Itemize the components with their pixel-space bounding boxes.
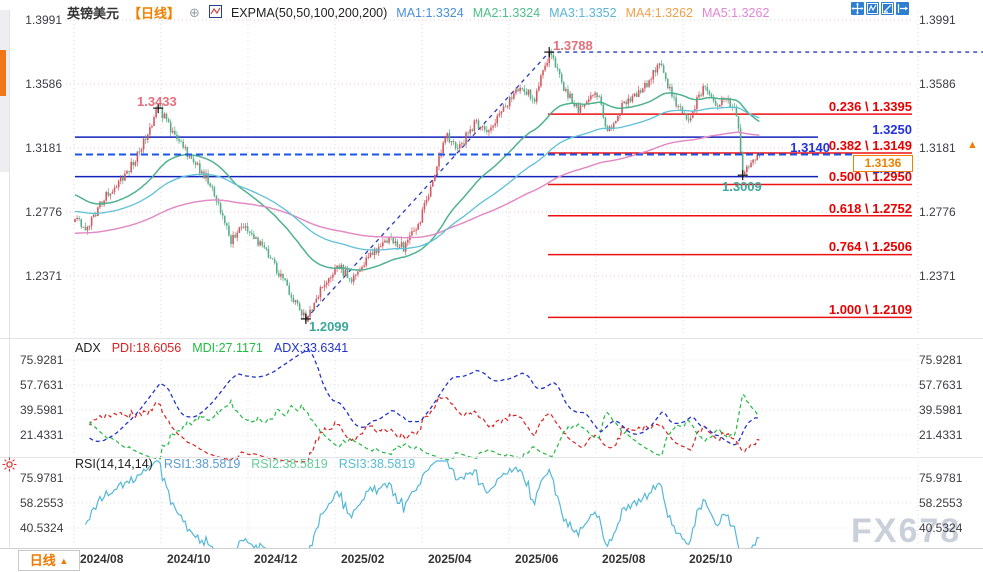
- chart-toolbar: [851, 2, 909, 15]
- price-tick-right: 1.2776: [919, 205, 956, 219]
- timeframe-tab[interactable]: 日线 ▲: [18, 550, 80, 571]
- adx-tick-left: 75.9281: [20, 353, 64, 367]
- adx-tick-left: 21.4331: [20, 428, 64, 442]
- price-tick-right: 1.2371: [919, 269, 956, 283]
- ma4-value: MA4:1.3262: [625, 5, 693, 20]
- sun-icon[interactable]: [2, 457, 17, 477]
- add-indicator-icon[interactable]: ⊕: [189, 4, 200, 20]
- level-label: 1.3140: [790, 140, 830, 155]
- panel-separator: [0, 457, 983, 458]
- price-tick-right: 1.3586: [919, 77, 956, 91]
- panel-separator: [0, 338, 983, 339]
- swing-low-annotation: 1.3009: [722, 179, 762, 194]
- fib-level-label: 1.000 \ 1.2109: [828, 302, 912, 317]
- rsi-tick-right: 58.2553: [919, 496, 963, 510]
- rsi2-value: RSI2:38.5819: [251, 457, 328, 471]
- chart-header: 英镑美元 【日线】 ⊕ EXPMA(50,50,100,200,200) MA1…: [0, 3, 769, 22]
- date-label: 2025/10: [689, 552, 733, 566]
- time-axis-bar: [0, 548, 983, 572]
- mini-chart-icon[interactable]: [208, 4, 222, 21]
- left-scrollbar-thumb[interactable]: [0, 50, 6, 96]
- swing-low-annotation: 1.2099: [309, 319, 349, 334]
- watermark: FX678: [851, 512, 962, 550]
- price-tick-left: 1.3991: [25, 13, 62, 27]
- date-label: 2025/08: [602, 552, 646, 566]
- rsi-title: RSI(14,14,14): [75, 457, 153, 471]
- price-tick-left: 1.3586: [25, 77, 62, 91]
- price-tick-left: 1.2371: [25, 269, 62, 283]
- indicator-name: EXPMA(50,50,100,200,200): [230, 5, 388, 20]
- adx-tick-left: 57.7631: [20, 378, 64, 392]
- ma1-value: MA1:1.3324: [396, 5, 464, 20]
- price-arrow-icon: ▲: [967, 139, 978, 151]
- price-tick-right: 1.3181: [919, 141, 956, 155]
- adx-title: ADX: [75, 341, 101, 355]
- date-label: 2024/12: [254, 552, 298, 566]
- fib-level-label: 0.236 \ 1.3395: [828, 99, 912, 114]
- adx-adx-value: ADX:33.6341: [273, 341, 349, 355]
- adx-pdi-value: PDI:18.6056: [111, 341, 182, 355]
- period-tag[interactable]: 【日线】: [128, 6, 181, 21]
- rsi-tick-left: 40.5324: [20, 521, 64, 535]
- rsi-tick-right: 40.5324: [919, 521, 963, 535]
- rsi-tick-left: 75.9781: [20, 471, 64, 485]
- pan-crosshair-icon[interactable]: [851, 2, 864, 15]
- left-rail-divider: [9, 10, 10, 547]
- current-price-badge: 1.3136: [853, 155, 913, 172]
- fib-level-label: 0.500 \ 1.2950: [828, 169, 912, 184]
- adx-legend: ADX PDI:18.6056 MDI:27.1171 ADX:33.6341: [75, 341, 348, 355]
- adx-mdi-value: MDI:27.1171: [192, 341, 263, 355]
- price-tick-right: 1.3991: [919, 13, 956, 27]
- ma5-value: MA5:1.3262: [701, 5, 770, 20]
- adx-tick-right: 75.9281: [919, 353, 963, 367]
- symbol-name: 英镑美元: [67, 6, 120, 21]
- adx-tick-right: 39.5981: [919, 403, 963, 417]
- collapse-right-icon[interactable]: [896, 2, 909, 15]
- fib-level-label: 0.618 \ 1.2752: [828, 201, 912, 216]
- level-label: 1.3250: [872, 122, 912, 137]
- price-tick-left: 1.3181: [25, 141, 62, 155]
- adx-tick-left: 39.5981: [20, 403, 64, 417]
- ma2-value: MA2:1.3324: [472, 5, 541, 20]
- date-label: 2025/06: [515, 552, 559, 566]
- indicator-window-icon[interactable]: [866, 2, 879, 15]
- swing-high-annotation: 1.3788: [553, 38, 593, 53]
- date-label: 2024/10: [167, 552, 211, 566]
- date-label: 2025/02: [341, 552, 385, 566]
- chevron-up-icon: ▲: [59, 556, 69, 566]
- trend-window-icon[interactable]: [881, 2, 894, 15]
- rsi3-value: RSI3:38.5819: [338, 457, 416, 471]
- ma3-value: MA3:1.3352: [549, 5, 617, 20]
- adx-tick-right: 57.7631: [919, 378, 963, 392]
- rsi-legend: RSI(14,14,14) RSI1:38.5819 RSI2:38.5819 …: [75, 457, 415, 471]
- fib-level-label: 0.382 \ 1.3149: [828, 138, 912, 153]
- date-label: 2024/08: [80, 552, 124, 566]
- date-label: 2025/04: [428, 552, 472, 566]
- rsi-tick-right: 75.9781: [919, 471, 963, 485]
- rsi-tick-left: 58.2553: [20, 496, 64, 510]
- rsi1-value: RSI1:38.5819: [163, 457, 241, 471]
- fib-level-label: 0.764 \ 1.2506: [828, 239, 912, 254]
- price-tick-left: 1.2776: [25, 205, 62, 219]
- adx-tick-right: 21.4331: [919, 428, 963, 442]
- swing-high-annotation: 1.3433: [137, 94, 177, 109]
